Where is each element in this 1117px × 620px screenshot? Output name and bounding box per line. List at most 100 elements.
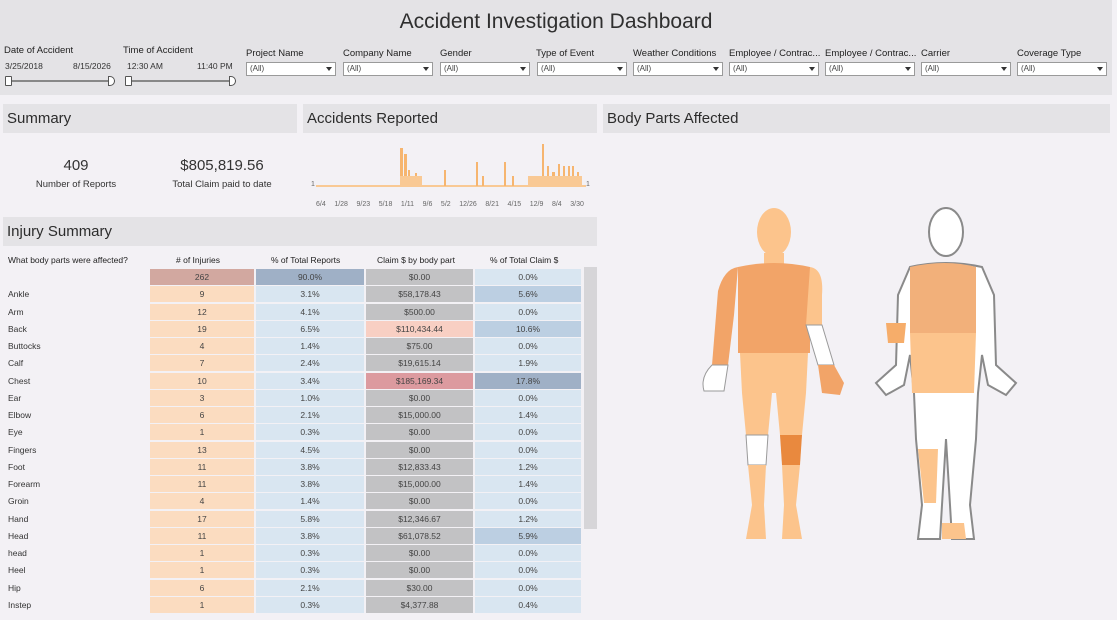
slider-start-handle[interactable] [5, 76, 12, 86]
table-cell-pct-claim[interactable]: 1.4% [475, 476, 581, 492]
col-header-injuries[interactable]: # of Injuries [176, 255, 220, 265]
table-cell-pct-reports[interactable]: 90.0% [256, 269, 364, 285]
table-cell-claim[interactable]: $12,346.67 [366, 510, 473, 527]
table-cell-injuries[interactable]: 9 [150, 286, 254, 303]
table-cell-injuries[interactable]: 3 [150, 389, 254, 406]
table-cell-pct-reports[interactable]: 2.1% [256, 579, 364, 596]
table-cell-pct-claim[interactable]: 0.0% [475, 545, 581, 561]
right-thigh-region[interactable] [742, 393, 772, 435]
table-cell-pct-claim[interactable]: 0.0% [475, 424, 581, 441]
table-cell-injuries[interactable]: 19 [150, 320, 254, 337]
slider-start-handle[interactable] [125, 76, 132, 86]
table-cell-claim[interactable]: $0.00 [366, 424, 473, 441]
table-cell-claim[interactable]: $61,078.52 [366, 527, 473, 544]
table-cell-claim[interactable]: $12,833.43 [366, 458, 473, 475]
table-cell-pct-claim[interactable]: 1.9% [475, 355, 581, 372]
back-region[interactable] [910, 263, 976, 333]
body-map-back[interactable] [866, 205, 1026, 545]
col-header-pct-reports[interactable]: % of Total Reports [271, 255, 341, 265]
slider-end-handle[interactable] [108, 76, 115, 86]
table-cell-pct-claim[interactable]: 0.0% [475, 579, 581, 596]
table-cell-pct-claim[interactable]: 0.0% [475, 389, 581, 406]
table-cell-pct-reports[interactable]: 3.8% [256, 476, 364, 492]
buttocks-region[interactable] [910, 333, 976, 393]
gender-dropdown[interactable]: (All) [440, 62, 530, 76]
table-cell-pct-reports[interactable]: 0.3% [256, 596, 364, 613]
table-cell-pct-claim[interactable]: 1.2% [475, 458, 581, 475]
table-cell-injuries[interactable]: 4 [150, 338, 254, 354]
table-cell-injuries[interactable]: 6 [150, 579, 254, 596]
table-cell-claim[interactable]: $0.00 [366, 441, 473, 458]
table-cell-injuries[interactable]: 12 [150, 303, 254, 320]
left-calf-region[interactable] [782, 465, 800, 505]
table-cell-pct-claim[interactable]: 1.4% [475, 407, 581, 423]
slider-end-handle[interactable] [229, 76, 236, 86]
table-cell-pct-reports[interactable]: 3.4% [256, 372, 364, 389]
abdomen-region[interactable] [740, 353, 808, 393]
table-cell-injuries[interactable]: 11 [150, 527, 254, 544]
weather-conditions-dropdown[interactable]: (All) [633, 62, 723, 76]
table-cell-pct-reports[interactable]: 2.1% [256, 407, 364, 423]
table-cell-claim[interactable]: $0.00 [366, 269, 473, 285]
table-cell-claim[interactable]: $19,615.14 [366, 355, 473, 372]
table-cell-injuries[interactable]: 10 [150, 372, 254, 389]
table-cell-claim[interactable]: $0.00 [366, 493, 473, 510]
coverage-type-dropdown[interactable]: (All) [1017, 62, 1107, 76]
table-cell-pct-claim[interactable]: 0.0% [475, 269, 581, 285]
left-thigh-region[interactable] [776, 393, 806, 435]
table-cell-pct-claim[interactable]: 10.6% [475, 320, 581, 337]
table-cell-injuries[interactable]: 1 [150, 562, 254, 579]
table-cell-claim[interactable]: $0.00 [366, 545, 473, 561]
right-calf-region[interactable] [748, 465, 766, 505]
table-cell-claim[interactable]: $15,000.00 [366, 407, 473, 423]
body-map-front[interactable] [694, 205, 854, 545]
table-cell-pct-claim[interactable]: 0.0% [475, 441, 581, 458]
table-cell-pct-claim[interactable]: 0.0% [475, 493, 581, 510]
table-cell-injuries[interactable]: 4 [150, 493, 254, 510]
table-cell-claim[interactable]: $0.00 [366, 389, 473, 406]
back-calf-region[interactable] [918, 449, 938, 503]
table-cell-claim[interactable]: $75.00 [366, 338, 473, 354]
table-cell-injuries[interactable]: 13 [150, 441, 254, 458]
table-cell-injuries[interactable]: 262 [150, 269, 254, 285]
left-hand-region[interactable] [818, 365, 844, 395]
table-cell-pct-reports[interactable]: 1.0% [256, 389, 364, 406]
table-cell-claim[interactable]: $185,169.34 [366, 372, 473, 389]
employee-contractor-dropdown-1[interactable]: (All) [729, 62, 819, 76]
table-cell-pct-reports[interactable]: 0.3% [256, 424, 364, 441]
right-foot-region[interactable] [746, 505, 766, 539]
right-hand-region[interactable] [702, 364, 729, 392]
table-cell-claim[interactable]: $0.00 [366, 562, 473, 579]
table-cell-pct-claim[interactable]: 1.2% [475, 510, 581, 527]
table-cell-claim[interactable]: $15,000.00 [366, 476, 473, 492]
table-cell-injuries[interactable]: 1 [150, 545, 254, 561]
table-cell-pct-claim[interactable]: 17.8% [475, 372, 581, 389]
table-cell-pct-reports[interactable]: 2.4% [256, 355, 364, 372]
table-cell-pct-reports[interactable]: 6.5% [256, 320, 364, 337]
table-cell-injuries[interactable]: 11 [150, 476, 254, 492]
table-cell-injuries[interactable]: 17 [150, 510, 254, 527]
company-name-dropdown[interactable]: (All) [343, 62, 433, 76]
table-cell-claim[interactable]: $4,377.88 [366, 596, 473, 613]
date-range-slider[interactable] [5, 76, 115, 86]
right-arm-region[interactable] [712, 267, 738, 365]
left-elbow-region[interactable] [805, 324, 835, 366]
back-head-region[interactable] [928, 207, 964, 257]
table-cell-injuries[interactable]: 6 [150, 407, 254, 423]
left-foot-region[interactable] [782, 505, 802, 539]
table-cell-pct-claim[interactable]: 5.6% [475, 286, 581, 303]
table-cell-claim[interactable]: $500.00 [366, 303, 473, 320]
table-cell-pct-claim[interactable]: 0.0% [475, 303, 581, 320]
table-cell-pct-reports[interactable]: 0.3% [256, 545, 364, 561]
table-cell-pct-reports[interactable]: 5.8% [256, 510, 364, 527]
left-knee-region[interactable] [780, 435, 802, 465]
table-cell-pct-reports[interactable]: 4.1% [256, 303, 364, 320]
col-header-pct-claim[interactable]: % of Total Claim $ [490, 255, 559, 265]
table-cell-pct-claim[interactable]: 5.9% [475, 527, 581, 544]
table-cell-pct-claim[interactable]: 0.4% [475, 596, 581, 613]
table-cell-injuries[interactable]: 1 [150, 596, 254, 613]
table-cell-injuries[interactable]: 1 [150, 424, 254, 441]
right-knee-region[interactable] [745, 434, 769, 466]
table-cell-claim[interactable]: $110,434.44 [366, 320, 473, 337]
table-cell-pct-reports[interactable]: 3.1% [256, 286, 364, 303]
